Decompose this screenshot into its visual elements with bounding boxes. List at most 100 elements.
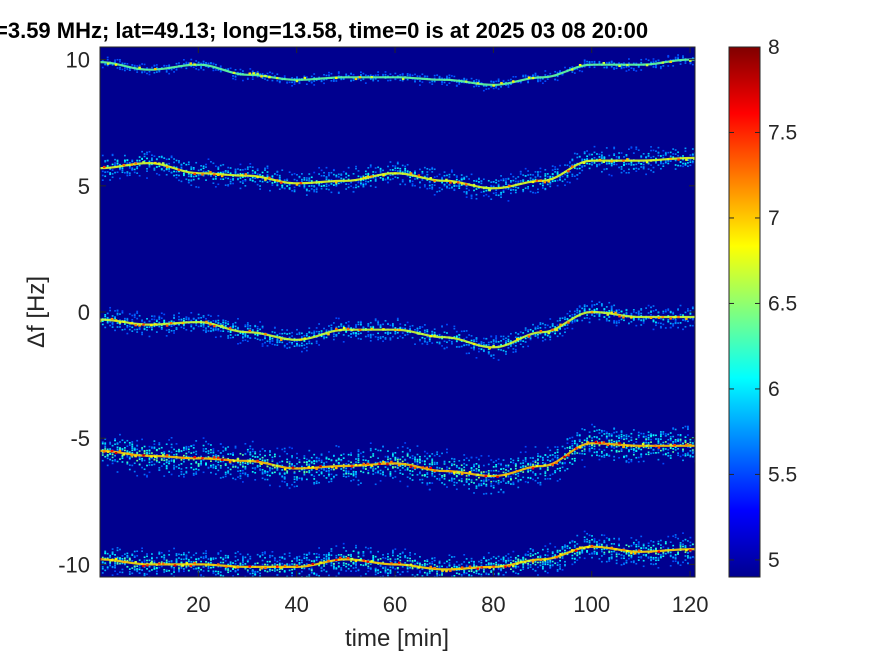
speckle bbox=[591, 444, 593, 447]
speckle bbox=[544, 324, 547, 326]
speckle bbox=[276, 468, 279, 470]
speckle bbox=[210, 160, 212, 163]
speckle bbox=[291, 189, 293, 192]
speckle bbox=[591, 306, 593, 308]
speckle bbox=[482, 349, 485, 351]
speckle bbox=[571, 66, 574, 68]
speckle bbox=[242, 454, 244, 456]
speckle bbox=[605, 163, 608, 165]
speckle bbox=[163, 463, 166, 465]
speckle bbox=[367, 469, 370, 472]
speckle bbox=[131, 441, 134, 443]
speckle bbox=[234, 78, 237, 81]
speckle bbox=[433, 331, 436, 334]
speckle bbox=[214, 175, 217, 178]
speckle bbox=[605, 318, 608, 320]
speckle bbox=[278, 485, 281, 488]
speckle bbox=[652, 166, 655, 169]
speckle bbox=[200, 325, 203, 327]
speckle bbox=[537, 173, 539, 175]
speckle bbox=[615, 440, 618, 442]
hot-spot bbox=[394, 172, 397, 175]
speckle bbox=[426, 341, 429, 344]
speckle bbox=[519, 479, 522, 481]
speckle bbox=[374, 171, 377, 173]
speckle bbox=[596, 451, 598, 453]
speckle bbox=[242, 335, 244, 338]
speckle bbox=[387, 176, 389, 179]
speckle bbox=[556, 173, 559, 176]
speckle bbox=[232, 182, 234, 185]
speckle bbox=[114, 316, 116, 318]
speckle bbox=[296, 457, 298, 459]
speckle bbox=[202, 62, 205, 65]
speckle bbox=[281, 480, 284, 483]
speckle bbox=[401, 72, 404, 75]
speckle bbox=[691, 57, 694, 59]
speckle bbox=[588, 309, 591, 312]
speckle bbox=[438, 173, 441, 176]
speckle bbox=[173, 460, 175, 463]
speckle bbox=[251, 169, 254, 172]
speckle bbox=[197, 469, 200, 471]
speckle bbox=[455, 340, 458, 342]
speckle bbox=[448, 472, 451, 475]
speckle bbox=[546, 75, 549, 77]
speckle bbox=[647, 304, 650, 307]
speckle bbox=[514, 331, 517, 334]
speckle bbox=[148, 73, 151, 76]
speckle bbox=[593, 436, 596, 438]
speckle bbox=[232, 452, 234, 455]
speckle bbox=[234, 75, 237, 78]
speckle bbox=[212, 320, 215, 322]
speckle bbox=[163, 321, 166, 324]
speckle bbox=[345, 331, 348, 333]
speckle bbox=[379, 469, 382, 472]
speckle bbox=[460, 184, 463, 186]
speckle bbox=[281, 469, 284, 471]
speckle bbox=[217, 450, 220, 452]
speckle bbox=[146, 329, 148, 331]
speckle bbox=[502, 191, 505, 193]
speckle bbox=[372, 466, 375, 468]
speckle bbox=[517, 479, 520, 481]
speckle bbox=[155, 172, 158, 175]
speckle bbox=[554, 78, 557, 81]
speckle bbox=[576, 174, 579, 176]
hot-spot bbox=[547, 332, 550, 335]
hot-spot bbox=[350, 329, 354, 332]
speckle bbox=[104, 315, 107, 318]
speckle bbox=[674, 322, 677, 325]
hot-spot bbox=[299, 181, 303, 185]
speckle bbox=[273, 344, 276, 346]
speckle bbox=[500, 86, 502, 88]
speckle bbox=[288, 463, 291, 465]
speckle bbox=[207, 320, 210, 322]
speckle bbox=[367, 460, 370, 462]
speckle bbox=[556, 480, 559, 482]
speckle bbox=[192, 474, 195, 477]
speckle bbox=[305, 333, 308, 335]
speckle bbox=[313, 76, 316, 79]
speckle bbox=[123, 67, 126, 70]
speckle bbox=[396, 457, 399, 459]
speckle bbox=[143, 445, 146, 448]
speckle bbox=[401, 332, 404, 334]
speckle bbox=[273, 331, 276, 334]
hot-spot bbox=[201, 173, 204, 176]
speckle bbox=[313, 462, 316, 465]
speckle bbox=[195, 67, 198, 70]
speckle bbox=[635, 324, 638, 327]
speckle bbox=[207, 452, 210, 455]
speckle bbox=[227, 166, 230, 169]
speckle bbox=[657, 311, 660, 313]
speckle bbox=[478, 350, 480, 353]
speckle bbox=[647, 317, 650, 319]
speckle bbox=[350, 327, 352, 329]
speckle bbox=[227, 170, 230, 172]
speckle bbox=[463, 191, 466, 193]
speckle bbox=[455, 185, 458, 187]
speckle bbox=[394, 327, 397, 329]
speckle bbox=[298, 176, 301, 179]
speckle bbox=[347, 334, 350, 337]
